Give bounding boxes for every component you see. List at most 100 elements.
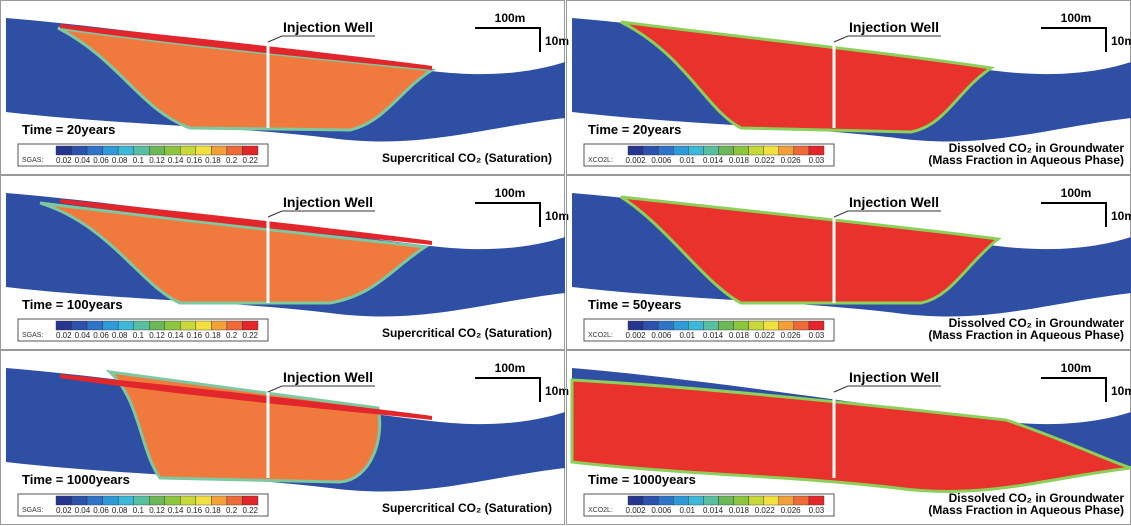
time-label: Time = 20years [588, 122, 681, 137]
legend-swatch [673, 146, 688, 155]
legend-swatch [87, 321, 103, 330]
legend-tick: 0.1 [133, 331, 145, 340]
legend-tick: 0.2 [226, 156, 238, 165]
legend-swatch [118, 146, 134, 155]
legend-swatch [134, 321, 150, 330]
legend-tick: 0.04 [75, 506, 91, 515]
legend-swatch [628, 146, 643, 155]
legend-swatch [103, 146, 119, 155]
legend-swatch [180, 146, 196, 155]
legend-swatch [658, 321, 673, 330]
legend-tick: 0.06 [93, 331, 109, 340]
legend-swatch [211, 496, 227, 505]
caption: (Mass Fraction in Aqueous Phase) [928, 153, 1124, 167]
legend-tick: 0.018 [729, 506, 750, 515]
legend-swatch [87, 496, 103, 505]
legend-swatch [56, 496, 72, 505]
well-label: Injection Well [283, 19, 373, 35]
legend-swatch [703, 146, 718, 155]
legend-tick: 0.1 [133, 156, 145, 165]
well-label: Injection Well [283, 369, 373, 385]
legend-tick: 0.14 [168, 331, 184, 340]
legend-tick: 0.022 [755, 156, 776, 165]
legend-swatch [72, 321, 88, 330]
legend-label: SGAS: [22, 507, 43, 514]
well-label: Injection Well [283, 194, 373, 210]
legend-tick: 0.002 [626, 506, 647, 515]
legend-swatch [749, 496, 764, 505]
legend-swatch [764, 321, 779, 330]
legend-swatch [149, 321, 165, 330]
caption: (Mass Fraction in Aqueous Phase) [928, 503, 1124, 517]
legend: XCO2L:0.0020.0060.010.0140.0180.0220.026… [584, 144, 834, 166]
legend-swatch [149, 146, 165, 155]
legend-label: XCO2L: [588, 332, 613, 339]
legend-tick: 0.022 [755, 506, 776, 515]
legend-tick: 0.22 [242, 506, 258, 515]
legend-swatch [673, 321, 688, 330]
legend-tick: 0.18 [205, 331, 221, 340]
caption: (Mass Fraction in Aqueous Phase) [928, 328, 1124, 342]
legend-swatch [643, 496, 658, 505]
caption: Supercritical CO₂ (Saturation) [382, 326, 552, 340]
legend-tick: 0.06 [93, 506, 109, 515]
legend-swatch [734, 146, 749, 155]
legend-tick: 0.14 [168, 506, 184, 515]
legend-tick: 0.01 [679, 331, 695, 340]
legend-swatch [809, 496, 824, 505]
scale-height: 10m [545, 34, 569, 48]
legend-swatch [211, 146, 227, 155]
legend-tick: 0.018 [729, 331, 750, 340]
legend-tick: 0.14 [168, 156, 184, 165]
legend-swatch [794, 146, 809, 155]
legend-swatch [227, 321, 243, 330]
legend-swatch [658, 496, 673, 505]
legend-swatch [703, 496, 718, 505]
legend-tick: 0.026 [781, 331, 802, 340]
legend: SGAS:0.020.040.060.080.10.120.140.160.18… [18, 494, 268, 516]
scale-height: 10m [545, 209, 569, 223]
legend-tick: 0.03 [809, 156, 825, 165]
legend-tick: 0.08 [112, 156, 128, 165]
legend-swatch [764, 496, 779, 505]
scale-length: 100m [1061, 186, 1092, 200]
legend-swatch [103, 496, 119, 505]
legend-swatch [118, 321, 134, 330]
legend-swatch [658, 146, 673, 155]
legend-tick: 0.06 [93, 156, 109, 165]
legend-label: SGAS: [22, 332, 43, 339]
legend-tick: 0.02 [56, 331, 72, 340]
legend-tick: 0.1 [133, 506, 145, 515]
legend-tick: 0.08 [112, 331, 128, 340]
legend-tick: 0.014 [703, 506, 724, 515]
legend-swatch [180, 496, 196, 505]
legend-swatch [749, 146, 764, 155]
legend-tick: 0.01 [679, 506, 695, 515]
legend-swatch [87, 146, 103, 155]
legend-tick: 0.16 [187, 156, 203, 165]
legend-swatch [688, 496, 703, 505]
legend-swatch [703, 321, 718, 330]
time-label: Time = 1000years [22, 472, 130, 487]
legend-tick: 0.014 [703, 156, 724, 165]
legend-swatch [779, 321, 794, 330]
legend-swatch [149, 496, 165, 505]
legend-tick: 0.002 [626, 331, 647, 340]
legend-tick: 0.12 [149, 156, 165, 165]
legend-swatch [794, 321, 809, 330]
legend-label: XCO2L: [588, 157, 613, 164]
legend-tick: 0.022 [755, 331, 776, 340]
legend-swatch [688, 321, 703, 330]
legend-tick: 0.2 [226, 331, 238, 340]
legend-swatch [72, 496, 88, 505]
caption: Supercritical CO₂ (Saturation) [382, 151, 552, 165]
legend-tick: 0.026 [781, 156, 802, 165]
legend-swatch [718, 146, 733, 155]
legend: XCO2L:0.0020.0060.010.0140.0180.0220.026… [584, 319, 834, 341]
legend-swatch [134, 496, 150, 505]
legend-tick: 0.16 [187, 506, 203, 515]
legend-tick: 0.12 [149, 331, 165, 340]
legend-swatch [165, 321, 181, 330]
legend: SGAS:0.020.040.060.080.10.120.140.160.18… [18, 144, 268, 166]
legend-tick: 0.22 [242, 156, 258, 165]
